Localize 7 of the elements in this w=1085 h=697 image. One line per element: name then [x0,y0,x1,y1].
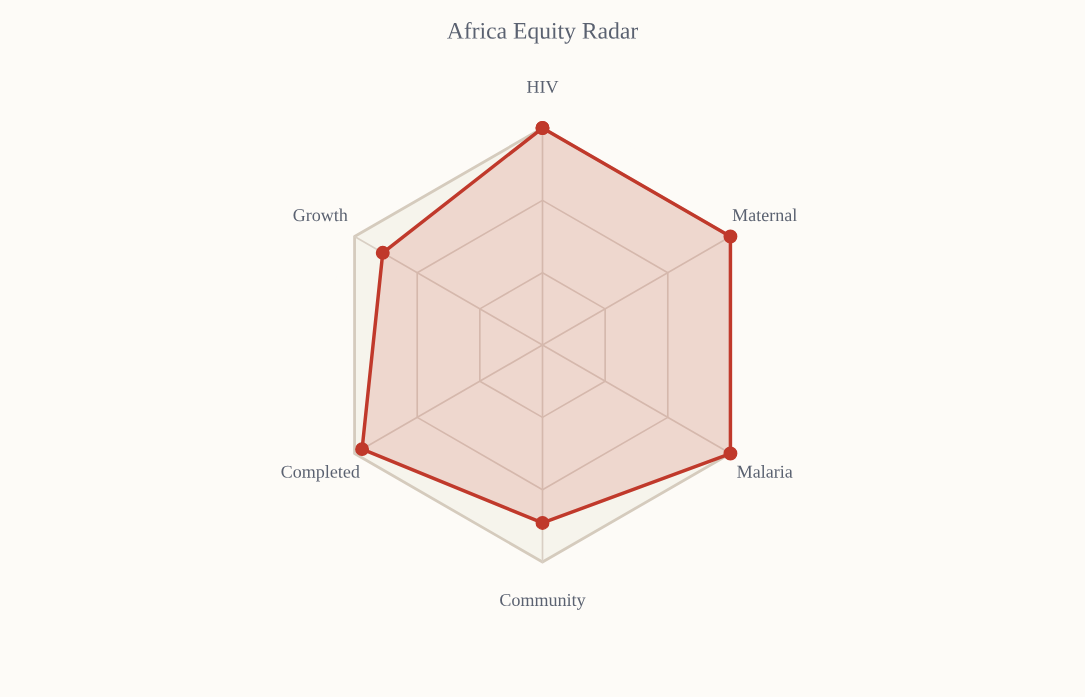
spoke-label: Community [500,593,586,610]
spoke-label: Malaria [737,465,793,478]
spoke-label: Completed [281,465,360,482]
spoke-label: HIV [526,80,559,94]
spoke-label: Growth [293,208,348,222]
chart-title: Africa Equity Radar [447,21,639,44]
spoke-label: Maternal [732,208,797,222]
